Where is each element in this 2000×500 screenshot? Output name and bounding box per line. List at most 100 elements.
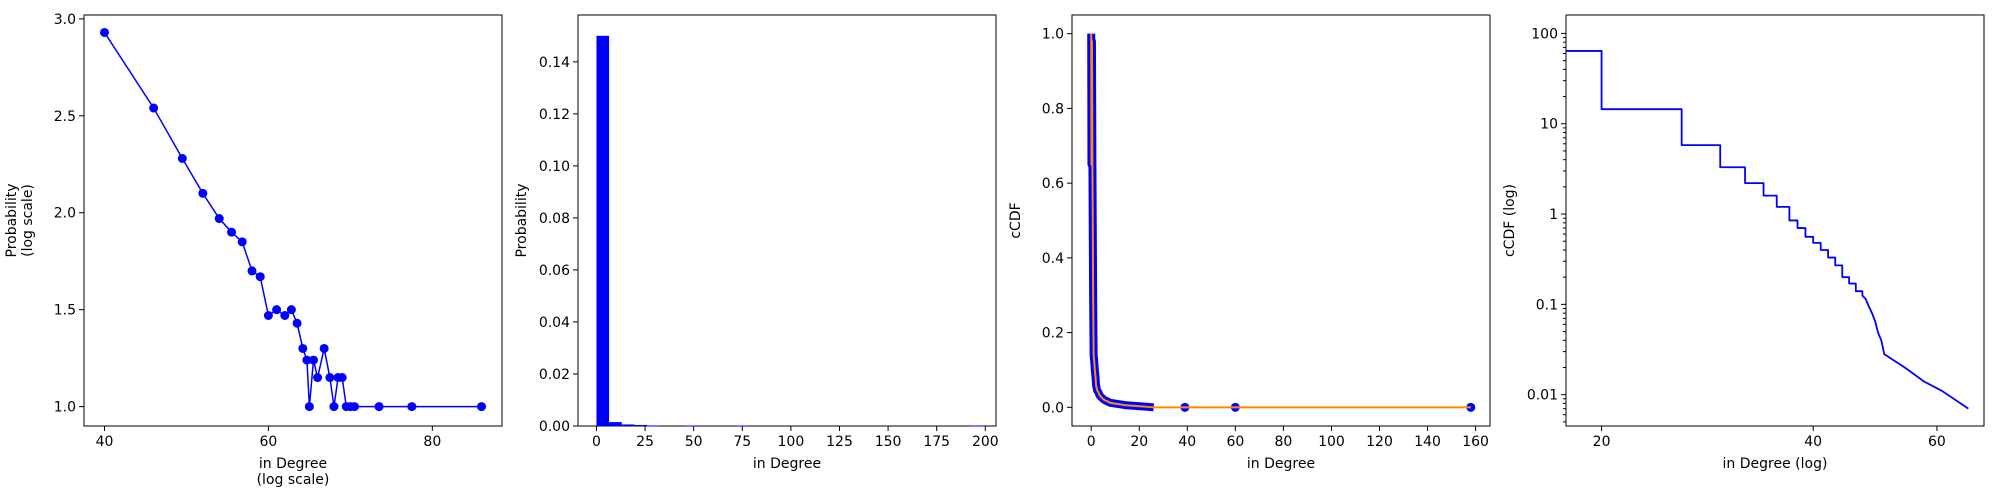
data-point xyxy=(198,188,208,198)
x-tick-label: 75 xyxy=(733,434,751,450)
y-tick-label: 1.0 xyxy=(1042,27,1064,43)
y-tick-label: 10 xyxy=(1540,117,1558,133)
y-axis-label: (log scale) xyxy=(20,184,36,257)
data-point xyxy=(263,310,273,320)
x-axis-label: in Degree (log) xyxy=(1723,456,1828,472)
x-tick-label: 100 xyxy=(1318,434,1345,450)
data-point xyxy=(99,27,109,37)
x-tick-label: 0 xyxy=(592,434,601,450)
y-axis-label: Probability xyxy=(514,183,530,257)
data-point xyxy=(477,402,487,412)
y-tick-label: 0.10 xyxy=(539,159,570,175)
y-tick-label: 0.4 xyxy=(1042,251,1064,267)
data-point xyxy=(325,373,335,383)
x-tick-label: 40 xyxy=(1178,434,1196,450)
x-axis-label: (log scale) xyxy=(257,472,330,488)
data-point xyxy=(280,310,290,320)
x-tick-label: 20 xyxy=(1593,434,1611,450)
x-tick-label: 25 xyxy=(636,434,654,450)
data-point xyxy=(302,355,312,365)
x-tick-label: 140 xyxy=(1414,434,1441,450)
data-point xyxy=(247,266,257,276)
x-tick-label: 40 xyxy=(96,434,114,450)
x-tick-label: 200 xyxy=(972,434,999,450)
y-tick-label: 0.04 xyxy=(539,315,570,331)
y-tick-label: 0.08 xyxy=(539,211,570,227)
panel-ccdf-linear: 0 20 40 60 80 100 120 140 160 0.0 0.2 0.4 0.6 0.8 1.0 i… xyxy=(1008,14,1491,472)
data-point xyxy=(349,402,359,412)
y-tick-label: 0.00 xyxy=(539,419,570,435)
ccdf-point xyxy=(1466,402,1476,412)
data-point xyxy=(304,402,314,412)
x-tick-label: 60 xyxy=(259,434,277,450)
x-tick-label: 120 xyxy=(1366,434,1393,450)
histogram-bar xyxy=(735,425,749,427)
histogram-bar xyxy=(596,35,610,427)
y-tick-label: 0.6 xyxy=(1042,176,1064,192)
y-tick-label: 2.0 xyxy=(54,206,76,222)
y-tick-label: 0.12 xyxy=(539,107,570,123)
y-axis-label: cCDF xyxy=(1008,202,1024,238)
x-tick-label: 60 xyxy=(1226,434,1244,450)
ccdf-line xyxy=(1090,33,1471,409)
x-axis-label: in Degree xyxy=(259,456,327,472)
ccdf-loglog-line xyxy=(1566,50,1969,410)
x-tick-label: 100 xyxy=(778,434,805,450)
data-point xyxy=(149,103,159,113)
x-tick-label: 0 xyxy=(1087,434,1096,450)
y-tick-label: 1 xyxy=(1549,207,1558,223)
data-point xyxy=(177,153,187,163)
y-tick-label: 0.06 xyxy=(539,263,570,279)
x-tick-label: 150 xyxy=(875,434,902,450)
histogram-bar xyxy=(684,425,698,427)
data-point xyxy=(255,272,265,282)
y-tick-label: 0.8 xyxy=(1042,101,1064,117)
x-tick-label: 40 xyxy=(1804,434,1822,450)
data-point xyxy=(237,237,247,247)
data-point xyxy=(407,402,417,412)
ccdf-marker-trace xyxy=(1087,33,1154,412)
data-point xyxy=(319,343,329,353)
x-axis-label: in Degree xyxy=(753,456,821,472)
y-tick-label: 2.5 xyxy=(54,109,76,125)
data-point xyxy=(313,373,323,383)
data-point xyxy=(337,373,347,383)
plot-frame xyxy=(1071,14,1491,427)
y-tick-label: 0.02 xyxy=(539,367,570,383)
data-point xyxy=(272,305,282,315)
data-point xyxy=(292,318,302,328)
y-tick-label: 100 xyxy=(1531,26,1558,42)
x-axis-label: in Degree xyxy=(1247,456,1315,472)
y-tick-label: 0.0 xyxy=(1042,400,1064,416)
y-tick-label: 1.0 xyxy=(54,400,76,416)
panel-ccdf-loglog: 20 40 60 0.01 0.1 1 10 100 in Degree (log) cCDF (… xyxy=(1502,14,1985,472)
data-point xyxy=(286,305,296,315)
data-point xyxy=(298,343,308,353)
x-tick-label: 50 xyxy=(685,434,703,450)
x-tick-label: 80 xyxy=(423,434,441,450)
histogram-bar xyxy=(621,424,635,426)
data-point xyxy=(329,402,339,412)
y-tick-label: 3.0 xyxy=(54,12,76,28)
x-tick-label: 60 xyxy=(1928,434,1946,450)
plot-frame xyxy=(83,14,503,427)
data-point xyxy=(374,402,384,412)
x-tick-label: 175 xyxy=(923,434,950,450)
histogram-bar xyxy=(634,424,648,426)
panel-degree-histogram: 0 25 50 75 100 125 150 175 200 0.00 0.02 0.04 0.06 0.… xyxy=(514,14,999,472)
x-tick-label: 20 xyxy=(1130,434,1148,450)
histogram-bar xyxy=(647,425,660,427)
y-tick-label: 0.2 xyxy=(1042,326,1064,342)
y-tick-label: 1.5 xyxy=(54,303,76,319)
data-point xyxy=(214,214,224,224)
plot-frame xyxy=(1565,14,1985,427)
panel-degree-log-line: 40 60 801.01.52.02.53.0in Degree(log scale… xyxy=(4,12,503,488)
x-tick-label: 80 xyxy=(1274,434,1292,450)
x-tick-label: 160 xyxy=(1462,434,1489,450)
x-tick-label: 125 xyxy=(826,434,853,450)
y-tick-label: 0.1 xyxy=(1536,297,1558,313)
y-axis-label: cCDF (log) xyxy=(1502,184,1518,257)
histogram-bar xyxy=(970,425,984,427)
y-axis-label: Probability xyxy=(4,183,20,257)
